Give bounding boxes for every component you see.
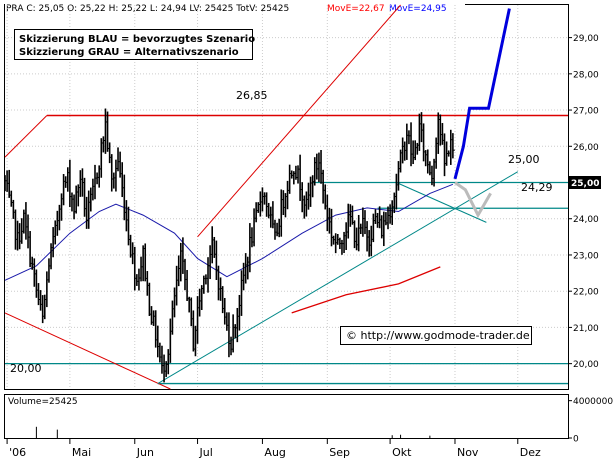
y-tick-label: 22,00 <box>573 288 599 298</box>
level-2429-label: 24,29 <box>521 181 553 194</box>
current-price-tag: 25,00 <box>569 176 601 189</box>
support-label: 20,00 <box>10 362 42 375</box>
legend-grey-line: Skizzierung GRAU = Alternativszenario <box>19 47 239 58</box>
y-tick-label: 23,00 <box>573 251 599 261</box>
trendline <box>197 4 401 238</box>
header-moving-average-red: MovE=22,67 <box>327 4 385 14</box>
volume-axis: 4000000 0 <box>568 397 613 445</box>
copyright-box: © http://www.godmode-trader.de <box>340 326 532 345</box>
y-tick-label: 29,00 <box>573 34 599 44</box>
price-bars <box>4 108 455 383</box>
y-tick-label: 28,00 <box>573 70 599 80</box>
y-tick-label: 20,00 <box>573 360 599 370</box>
scenario-projections <box>453 8 511 219</box>
support-resistance-lines <box>5 114 568 385</box>
header-quote: PRA C: 25,05 O: 25,22 H: 25,22 L: 24,94 … <box>6 4 289 14</box>
x-tick-label: Okt <box>392 446 412 459</box>
date-axis: '06 Mai Jun Jul Aug Sep Okt Nov Dez <box>6 439 541 459</box>
trendline <box>396 182 487 223</box>
trendline <box>4 115 48 158</box>
y-tick-label: 27,00 <box>573 107 599 117</box>
price-axis: 20,00 21,00 22,00 23,00 24,00 26,00 27,00 28,00… <box>568 34 599 370</box>
trend-channel-lines <box>4 4 519 390</box>
current-price-value: 25,00 <box>571 179 599 189</box>
volume-tick-label: 0 <box>573 435 579 445</box>
moving-average-red <box>291 266 441 314</box>
moving-average-blue <box>4 183 454 281</box>
header-moving-average-blue: MovE=24,95 <box>389 4 447 14</box>
y-tick-label: 24,00 <box>573 215 599 225</box>
volume-tick-label: 4000000 <box>573 397 613 407</box>
header-background <box>5 1 465 14</box>
x-tick-label: Sep <box>329 446 350 459</box>
legend-blue-line: Skizzierung BLAU = bevorzugtes Szenario <box>19 34 255 45</box>
copyright-text: © http://www.godmode-trader.de <box>346 329 530 342</box>
level-25-label: 25,00 <box>508 153 540 166</box>
scenario-legend: Skizzierung BLAU = bevorzugtes Szenario … <box>14 29 255 60</box>
volume-label: Volume=25425 <box>8 397 78 407</box>
moving-average-lines <box>4 183 454 314</box>
x-tick-label: Aug <box>264 446 285 459</box>
scenario-grey-path <box>454 181 492 219</box>
volume-panel-frame <box>4 394 569 439</box>
x-tick-label: Jun <box>136 446 154 459</box>
trendline <box>4 312 171 390</box>
x-tick-label: Nov <box>457 446 479 459</box>
y-tick-label: 21,00 <box>573 324 599 334</box>
volume-bars <box>35 426 431 438</box>
trendline <box>157 171 519 384</box>
y-tick-label: 26,00 <box>573 143 599 153</box>
scenario-blue-path <box>453 8 511 180</box>
x-tick-label: Dez <box>520 446 541 459</box>
x-tick-label: Mai <box>72 446 91 459</box>
x-tick-label: Jul <box>199 446 213 459</box>
x-tick-label: '06 <box>9 446 26 459</box>
resistance-label: 26,85 <box>236 89 268 102</box>
